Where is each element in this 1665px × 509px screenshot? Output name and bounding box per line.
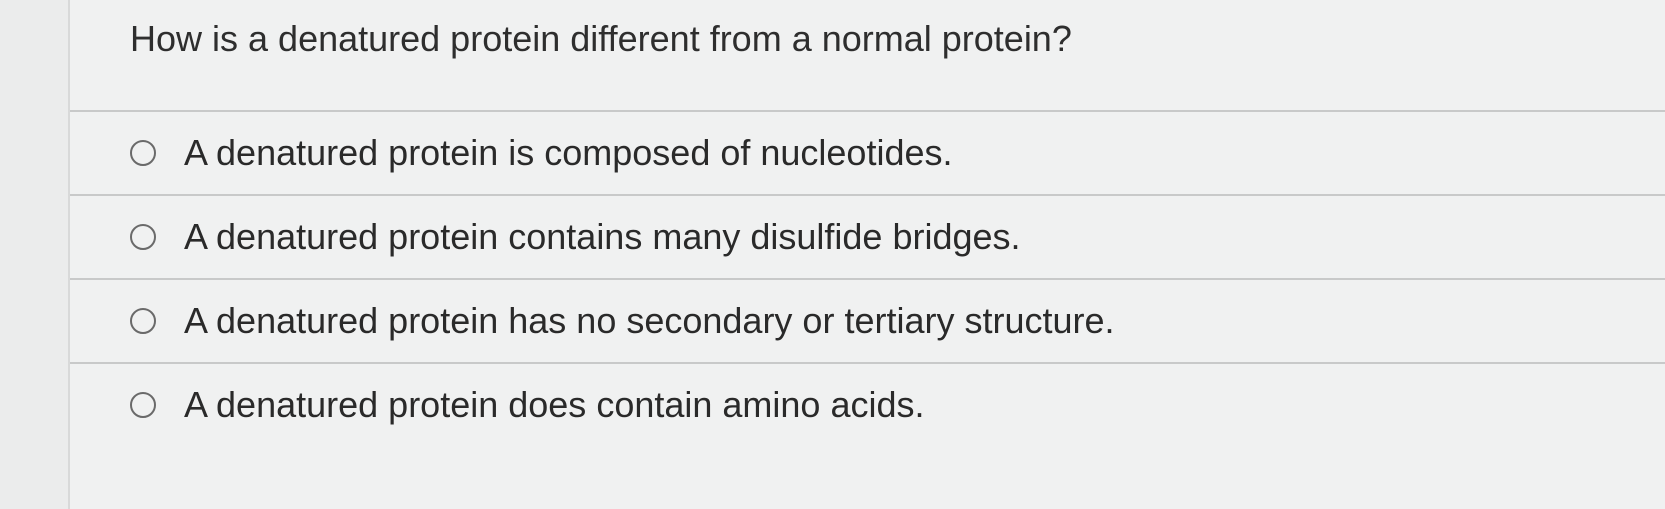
quiz-container: How is a denatured protein different fro… — [0, 0, 1665, 509]
option-row-1[interactable]: A denatured protein is composed of nucle… — [70, 110, 1665, 194]
radio-icon — [130, 308, 156, 334]
option-row-3[interactable]: A denatured protein has no secondary or … — [70, 278, 1665, 362]
option-label: A denatured protein does contain amino a… — [184, 384, 925, 426]
left-margin-panel — [0, 0, 70, 509]
question-content: How is a denatured protein different fro… — [70, 0, 1665, 509]
radio-icon — [130, 140, 156, 166]
radio-icon — [130, 392, 156, 418]
radio-icon — [130, 224, 156, 250]
option-row-4[interactable]: A denatured protein does contain amino a… — [70, 362, 1665, 446]
option-row-2[interactable]: A denatured protein contains many disulf… — [70, 194, 1665, 278]
option-label: A denatured protein has no secondary or … — [184, 300, 1115, 342]
question-prompt: How is a denatured protein different fro… — [70, 18, 1665, 110]
option-label: A denatured protein is composed of nucle… — [184, 132, 953, 174]
option-label: A denatured protein contains many disulf… — [184, 216, 1021, 258]
options-list: A denatured protein is composed of nucle… — [70, 110, 1665, 446]
